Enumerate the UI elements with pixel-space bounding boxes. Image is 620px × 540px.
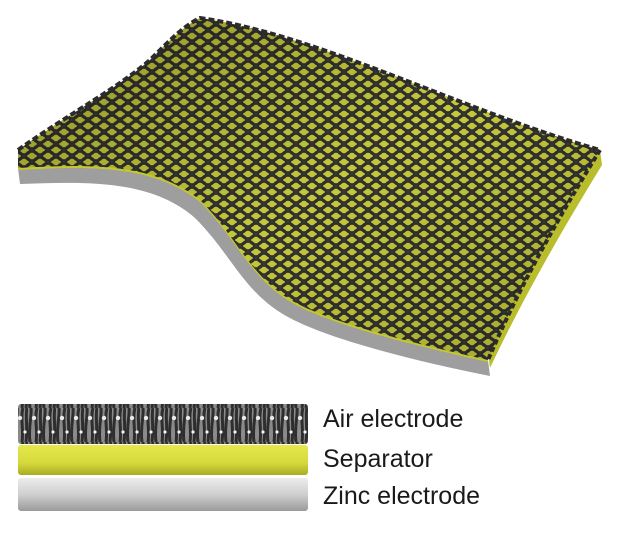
separator-swatch [18, 445, 308, 475]
legend-label-air-electrode: Air electrode [323, 405, 464, 433]
air-electrode-swatch [18, 404, 308, 444]
zinc-layer-edge [18, 166, 490, 376]
wavy-battery-sheet [16, 15, 602, 376]
separator-right-edge [488, 150, 602, 368]
cross-section-legend [18, 404, 308, 511]
legend-label-separator: Separator [323, 445, 433, 473]
zinc-electrode-swatch [18, 478, 308, 511]
legend-label-zinc-electrode: Zinc electrode [323, 482, 481, 510]
